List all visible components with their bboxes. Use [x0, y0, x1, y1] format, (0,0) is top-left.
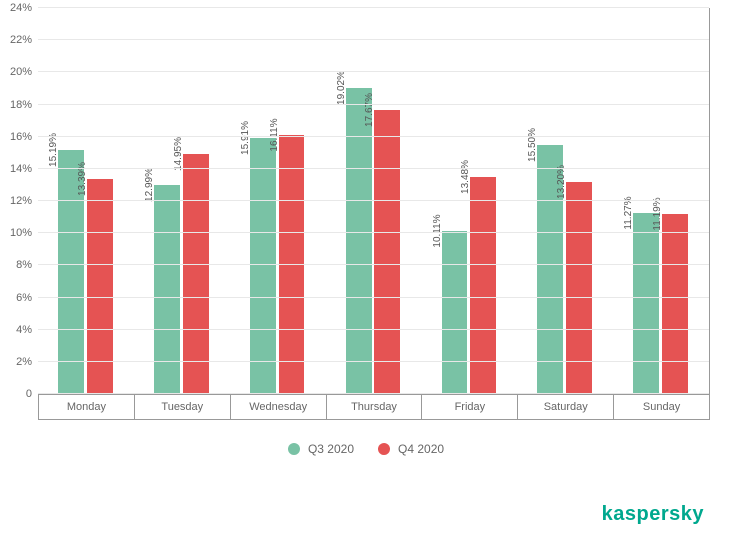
- gridline: 20%: [38, 71, 709, 72]
- bar-value-label: 15.91%: [240, 121, 263, 155]
- legend-label-q4: Q4 2020: [398, 442, 444, 456]
- brand-logo: kaspersky: [602, 503, 704, 526]
- gridline: 6%: [38, 297, 709, 298]
- y-tick-label: 14%: [10, 163, 38, 175]
- y-tick-label: 12%: [10, 195, 38, 207]
- category-column: 12.99%14.95%: [134, 8, 230, 394]
- legend-swatch-q4: [378, 443, 390, 455]
- bar: 11.19%: [662, 214, 688, 394]
- x-tick-label: Saturday: [517, 395, 613, 420]
- bar-value-label: 13.48%: [460, 160, 483, 194]
- bar: 15.91%: [250, 138, 276, 394]
- gridline: 14%: [38, 168, 709, 169]
- gridline: 16%: [38, 136, 709, 137]
- gridline: 4%: [38, 329, 709, 330]
- legend-swatch-q3: [288, 443, 300, 455]
- category-column: 19.02%17.67%: [326, 8, 422, 394]
- bar-value-label: 12.99%: [144, 168, 167, 202]
- x-tick-label: Monday: [38, 395, 134, 420]
- category-column: 15.91%16.11%: [230, 8, 326, 394]
- bar-value-label: 19.02%: [336, 71, 359, 105]
- bar-value-label: 11.27%: [623, 196, 646, 229]
- y-tick-label: 20%: [10, 66, 38, 78]
- bar-value-label: 13.39%: [77, 162, 100, 196]
- bar: 19.02%: [346, 88, 372, 394]
- y-tick-label: 6%: [16, 292, 38, 304]
- bar-value-label: 13.20%: [556, 165, 579, 199]
- x-tick-label: Thursday: [326, 395, 422, 420]
- bar: 10.11%: [442, 231, 468, 394]
- legend: Q3 2020 Q4 2020: [0, 442, 732, 456]
- y-tick-label: 10%: [10, 227, 38, 239]
- gridline: 22%: [38, 39, 709, 40]
- gridline: 2%: [38, 361, 709, 362]
- y-tick-label: 16%: [10, 131, 38, 143]
- legend-item-q3: Q3 2020: [288, 442, 354, 456]
- y-tick-label: 18%: [10, 99, 38, 111]
- category-column: 15.19% 13.39%: [38, 8, 134, 394]
- bar: 14.95%: [183, 154, 209, 394]
- bar: 11.27%: [633, 213, 659, 394]
- bar-value-label: 17.67%: [364, 93, 387, 127]
- bar-value-label: 15.50%: [527, 128, 550, 162]
- x-axis: MondayTuesdayWednesdayThursdayFridaySatu…: [38, 394, 710, 420]
- legend-label-q3: Q3 2020: [308, 442, 354, 456]
- y-tick-label: 2%: [16, 356, 38, 368]
- category-column: 10.11% 13.48%: [421, 8, 517, 394]
- chart-container: 15.19%13.39%12.99%14.95%15.91%16.11%19.0…: [0, 0, 732, 540]
- bar: 12.99%: [154, 185, 180, 394]
- y-tick-label: 4%: [16, 324, 38, 336]
- gridline: 10%: [38, 232, 709, 233]
- x-tick-label: Tuesday: [134, 395, 230, 420]
- bar-value-label: 11.19%: [652, 197, 675, 230]
- legend-item-q4: Q4 2020: [378, 442, 444, 456]
- bar-columns: 15.19%13.39%12.99%14.95%15.91%16.11%19.0…: [38, 8, 709, 394]
- bar: 17.67%: [374, 110, 400, 394]
- y-tick-label: 24%: [10, 2, 38, 14]
- gridline: 12%: [38, 200, 709, 201]
- plot-area: 15.19%13.39%12.99%14.95%15.91%16.11%19.0…: [38, 8, 710, 394]
- gridline: 18%: [38, 104, 709, 105]
- x-tick-label: Friday: [421, 395, 517, 420]
- y-tick-label: 8%: [16, 259, 38, 271]
- y-tick-label: 22%: [10, 34, 38, 46]
- x-tick-label: Wednesday: [230, 395, 326, 420]
- bar-value-label: 15.19%: [48, 133, 71, 167]
- gridline: 24%: [38, 7, 709, 8]
- category-column: 11.27%11.19%: [613, 8, 709, 394]
- bar: 13.20%: [566, 182, 592, 394]
- x-tick-label: Sunday: [613, 395, 710, 420]
- y-tick-label: 0: [26, 388, 38, 400]
- bar-value-label: 14.95%: [173, 137, 196, 171]
- category-column: 15.50% 13.20%: [517, 8, 613, 394]
- gridline: 8%: [38, 264, 709, 265]
